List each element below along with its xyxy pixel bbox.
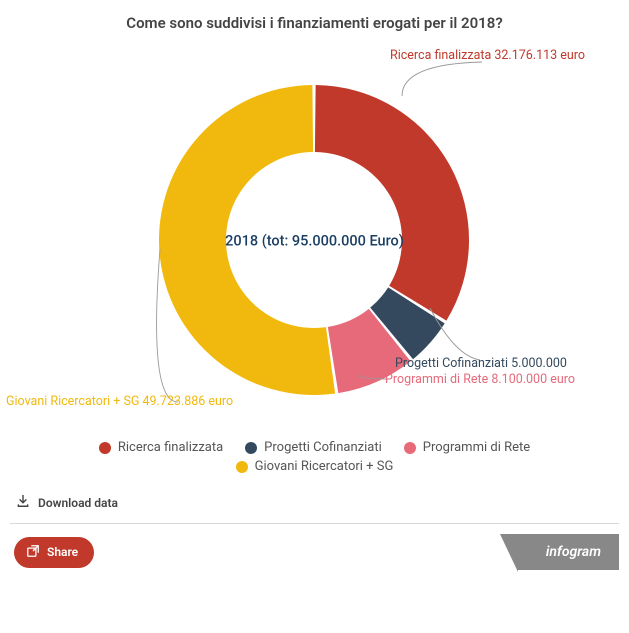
callout-leader — [402, 62, 482, 96]
share-label: Share — [47, 545, 78, 559]
donut-center-label: 2018 (tot: 95.000.000 Euro) — [225, 233, 404, 250]
legend-label: Giovani Ricercatori + SG — [255, 459, 394, 474]
legend-swatch — [404, 442, 416, 454]
brand-link[interactable]: infogram — [518, 534, 619, 570]
legend-label: Progetti Cofinanziati — [264, 440, 382, 455]
donut-chart: 2018 (tot: 95.000.000 Euro) Ricerca fina… — [10, 46, 619, 436]
callout-label: Giovani Ricercatori + SG 49.723.886 euro — [6, 394, 233, 409]
share-icon — [26, 544, 40, 561]
legend: Ricerca finalizzata Progetti Cofinanziati… — [10, 436, 619, 488]
legend-label: Programmi di Rete — [423, 440, 530, 455]
footer-bar: Share infogram — [10, 523, 619, 580]
legend-label: Ricerca finalizzata — [118, 440, 223, 455]
download-data-label: Download data — [38, 496, 118, 510]
legend-item[interactable]: Ricerca finalizzata — [99, 440, 223, 455]
callout-leader — [430, 308, 480, 360]
chart-title: Come sono suddivisi i finanziamenti erog… — [10, 14, 619, 32]
legend-item[interactable]: Programmi di Rete — [404, 440, 530, 455]
donut-slice[interactable] — [315, 85, 469, 321]
legend-item[interactable]: Giovani Ricercatori + SG — [236, 459, 394, 474]
legend-swatch — [236, 461, 248, 473]
share-button[interactable]: Share — [14, 537, 94, 568]
callout-label: Programmi di Rete 8.100.000 euro — [385, 372, 575, 387]
callout-label: Ricerca finalizzata 32.176.113 euro — [390, 48, 585, 63]
callout-label: Progetti Cofinanziati 5.000.000 — [395, 356, 567, 371]
legend-item[interactable]: Progetti Cofinanziati — [245, 440, 382, 455]
legend-swatch — [245, 442, 257, 454]
legend-swatch — [99, 442, 111, 454]
download-data-button[interactable]: Download data — [10, 488, 619, 523]
download-icon — [16, 494, 30, 511]
